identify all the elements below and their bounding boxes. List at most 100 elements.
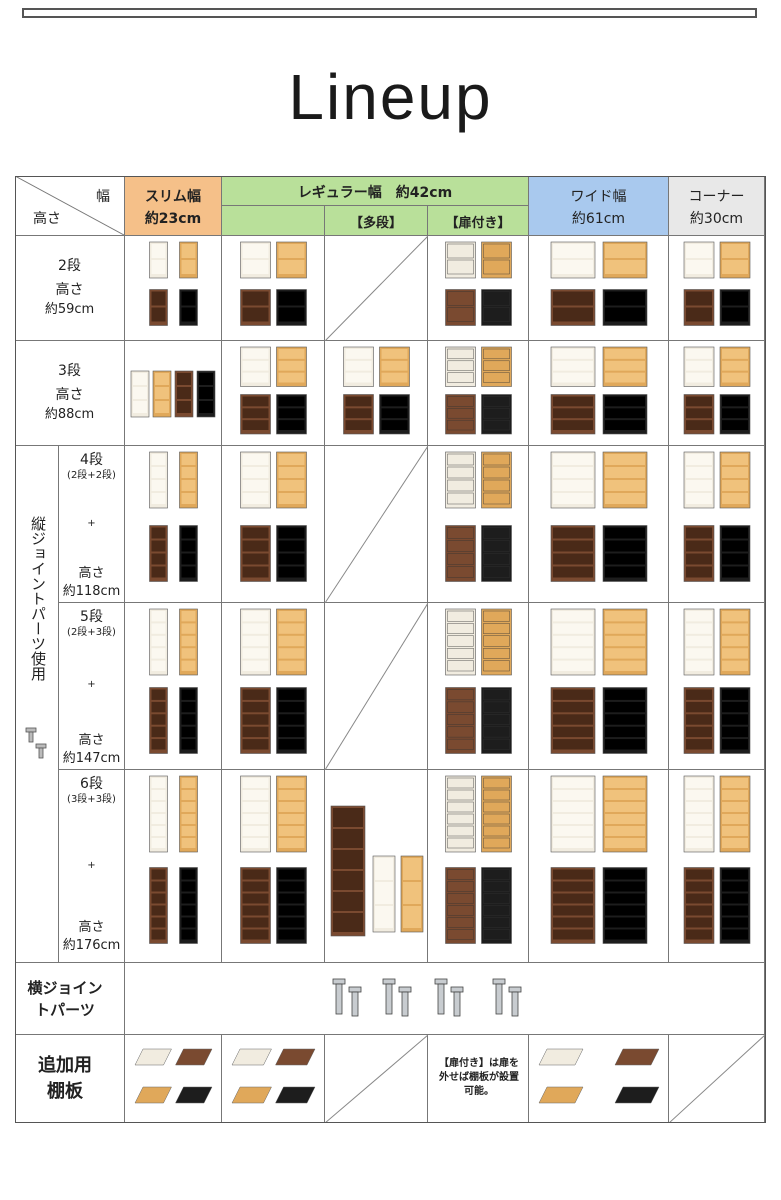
- header-regular-door: 【扉付き】: [428, 206, 529, 236]
- not-available-diagonal: [325, 446, 428, 603]
- shelf-thumbnail: [149, 451, 198, 582]
- row-5tier-height: 約147cm: [62, 751, 121, 766]
- product-cell: [669, 603, 765, 770]
- joint-screw-icon: [25, 727, 47, 759]
- page-title: Lineup: [288, 61, 493, 133]
- header-wide-name: ワイド幅: [570, 189, 627, 205]
- corner-width-label: 幅: [96, 189, 110, 205]
- product-cell: [125, 770, 222, 963]
- corner-height-label: 高さ: [33, 211, 61, 227]
- extra-shelf-label: 追加用棚板: [38, 1055, 92, 1102]
- shelf-thumbnail: [240, 346, 307, 435]
- header-regular: レギュラー幅 約42cm: [222, 176, 529, 206]
- vertical-joint-label-cell: 縦ジョイントパーツ使用: [15, 446, 59, 963]
- header-regular-name: レギュラー幅 約42cm: [297, 185, 453, 201]
- row-label-2tier: 2段 高さ 約59cm: [15, 236, 125, 341]
- product-cell: [669, 236, 765, 341]
- extra-shelf-boards: [134, 1048, 213, 1104]
- product-cell: [125, 236, 222, 341]
- row-4tier-height: 約118cm: [62, 584, 121, 599]
- product-cell: [125, 603, 222, 770]
- header-multitier-label: 【多段】: [349, 216, 402, 231]
- product-cell: [325, 236, 428, 341]
- shelf-thumbnail: [330, 805, 424, 937]
- product-cell: [325, 341, 428, 446]
- product-cell: [529, 770, 669, 963]
- extra-shelf-boards: [538, 1048, 660, 1104]
- header-slim: スリム幅 約23cm: [125, 176, 222, 236]
- product-cell: [428, 341, 529, 446]
- horizontal-joint-screws-icon: [332, 978, 522, 1017]
- shelf-thumbnail: [550, 451, 648, 582]
- product-cell: [669, 770, 765, 963]
- shelf-thumbnail: [149, 241, 198, 326]
- product-cell: [222, 341, 325, 446]
- product-cell: [428, 236, 529, 341]
- product-thumbnails: [15, 176, 765, 1123]
- shelf-thumbnail: [445, 241, 512, 326]
- shelf-thumbnail: [445, 346, 512, 435]
- row-label-4tier: 4段 (2段+2段) + 高さ 約118cm: [59, 446, 125, 603]
- shelf-thumbnail: [683, 775, 751, 944]
- row-2tier-tiers: 2段: [58, 258, 81, 274]
- top-banner-frame: [22, 8, 757, 18]
- not-available-diagonal: [325, 603, 428, 770]
- shelf-thumbnail: [683, 346, 751, 435]
- horizontal-joint-label-cell: 横ジョイントパーツ: [15, 963, 125, 1035]
- row-3tier-tiers: 3段: [58, 363, 81, 379]
- shelf-thumbnail: [683, 451, 751, 582]
- row-5tier-tiers: 5段: [80, 609, 103, 625]
- vertical-joint-label: 縦ジョイントパーツ使用: [29, 516, 47, 681]
- shelf-thumbnail: [550, 775, 648, 944]
- not-available-diagonal: [325, 236, 428, 341]
- row-2tier-height: 約59cm: [44, 302, 95, 317]
- shelf-thumbnail: [683, 241, 751, 326]
- shelf-thumbnail: [130, 370, 216, 418]
- row-label-3tier: 3段 高さ 約88cm: [15, 341, 125, 446]
- row-5tier-height-label: 高さ: [78, 733, 105, 748]
- product-cell: [669, 341, 765, 446]
- product-cell: [428, 446, 529, 603]
- row-3tier-height: 約88cm: [44, 407, 95, 422]
- shelf-thumbnail: [445, 608, 512, 754]
- row-4tier-combo: (2段+2段): [67, 470, 116, 481]
- shelf-thumbnail: [240, 775, 307, 944]
- product-cell: [222, 446, 325, 603]
- product-cell: [428, 770, 529, 963]
- shelf-thumbnail: [550, 608, 648, 754]
- row-label-5tier: 5段 (2段+3段) + 高さ 約147cm: [59, 603, 125, 770]
- header-corner-name: コーナー: [688, 189, 745, 205]
- row-6tier-plus: +: [87, 860, 96, 871]
- product-cell: [529, 341, 669, 446]
- row-5tier-combo: (2段+3段): [67, 627, 116, 638]
- shelf-thumbnail: [240, 451, 307, 582]
- header-slim-name: スリム幅: [145, 189, 201, 205]
- shelf-thumbnail: [550, 241, 648, 326]
- shelf-thumbnail: [240, 241, 307, 326]
- corner-diagonal: [15, 176, 124, 235]
- row-6tier-height: 約176cm: [62, 938, 121, 953]
- shelf-thumbnail: [550, 346, 648, 435]
- product-cell: [529, 236, 669, 341]
- header-corner-width: 約30cm: [689, 211, 744, 227]
- header-wide: ワイド幅 約61cm: [529, 176, 669, 236]
- extra-shelf-boards: [231, 1048, 316, 1104]
- product-cell: [325, 770, 428, 963]
- lineup-table: 幅 高さ スリム幅 約23cm レギュラー幅 約42cm 【多段】 【扉付き】 …: [15, 176, 765, 1123]
- shelf-thumbnail: [149, 608, 198, 754]
- row-4tier-height-label: 高さ: [78, 566, 105, 581]
- row-3tier-height-label: 高さ: [55, 387, 84, 403]
- product-cell: [529, 603, 669, 770]
- product-cell: [125, 446, 222, 603]
- shelf-thumbnail: [445, 451, 512, 582]
- row-6tier-combo: (3段+3段): [67, 794, 116, 805]
- header-door-label: 【扉付き】: [445, 216, 511, 231]
- row-4tier-plus: +: [87, 518, 96, 529]
- shelf-thumbnail: [240, 608, 307, 754]
- product-cell: [325, 603, 428, 770]
- not-available-diagonal: [669, 1035, 765, 1123]
- row-6tier-tiers: 6段: [80, 776, 103, 792]
- horizontal-joint-label: 横ジョイントパーツ: [27, 979, 103, 1019]
- product-cell: [669, 446, 765, 603]
- horizontal-joint-parts-cell: [125, 963, 765, 1035]
